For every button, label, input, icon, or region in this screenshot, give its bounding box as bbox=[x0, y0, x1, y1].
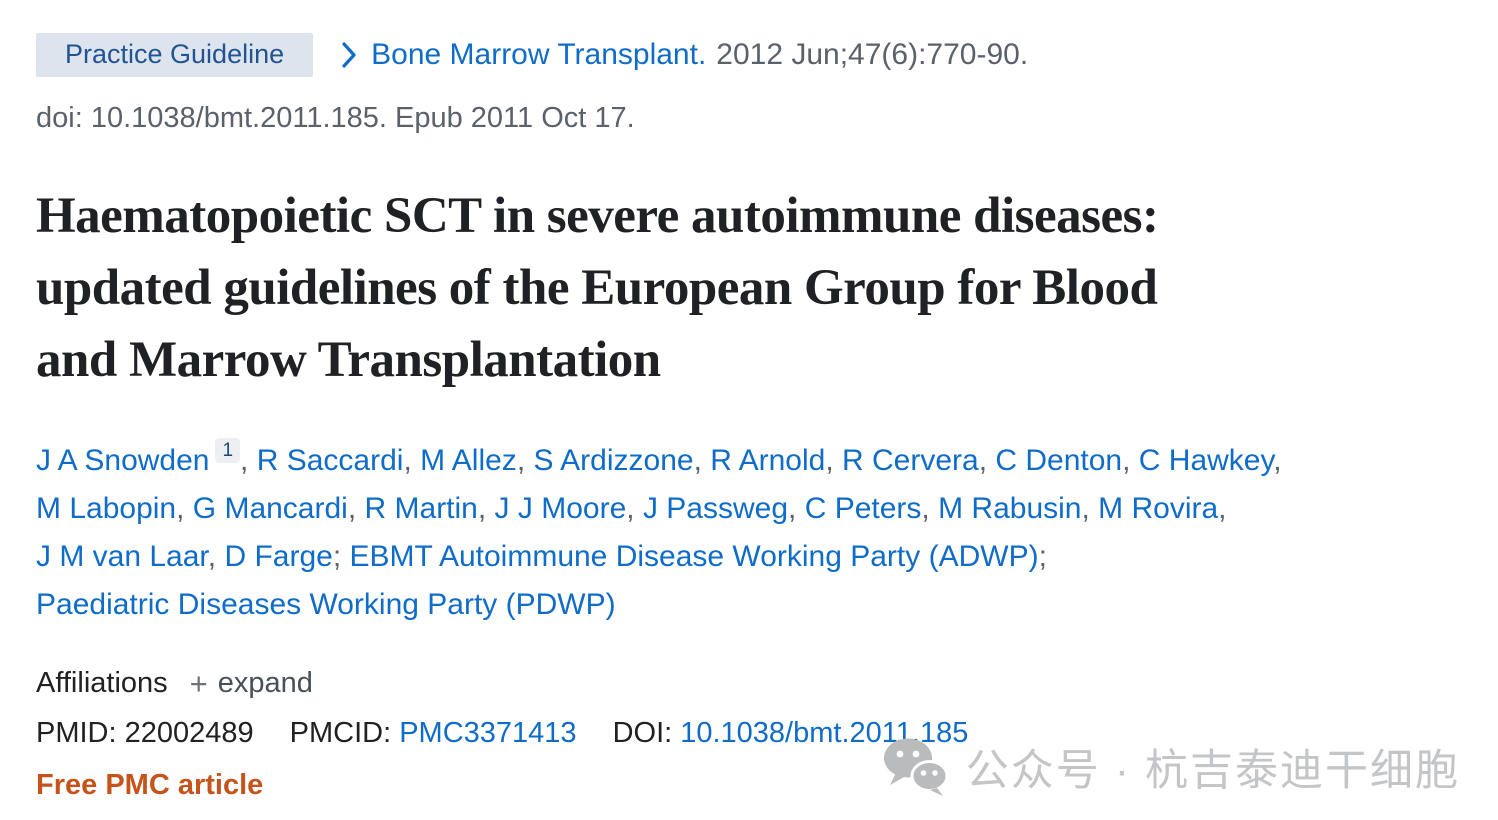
article-title: Haematopoietic SCT in severe autoimmune … bbox=[36, 188, 1159, 388]
author-link[interactable]: EBMT Autoimmune Disease Working Party (A… bbox=[349, 540, 1039, 573]
author-link[interactable]: M Allez bbox=[420, 444, 517, 477]
author-link[interactable]: R Arnold bbox=[710, 444, 826, 477]
author-link[interactable]: R Cervera bbox=[842, 444, 979, 477]
author-separator: , bbox=[403, 444, 421, 477]
author-link[interactable]: Paediatric Diseases Working Party (PDWP) bbox=[36, 588, 616, 621]
author-separator: , bbox=[978, 444, 996, 477]
identifier-label: PMID: bbox=[36, 717, 125, 749]
identifier-item: PMCID: PMC3371413 bbox=[290, 717, 577, 750]
author-separator: , bbox=[825, 444, 842, 477]
author-separator: , bbox=[1218, 492, 1227, 525]
identifier-label: DOI: bbox=[612, 717, 681, 749]
identifier-item: PMID: 22002489 bbox=[36, 717, 254, 750]
author-link[interactable]: J J Moore bbox=[494, 492, 627, 525]
author-link[interactable]: G Mancardi bbox=[192, 492, 348, 525]
identifier-item: DOI: 10.1038/bmt.2011.185 bbox=[613, 717, 969, 750]
journal-citation: Bone Marrow Transplant. 2012 Jun;47(6):7… bbox=[340, 38, 1028, 72]
expand-label: expand bbox=[217, 667, 313, 699]
author-link[interactable]: J A Snowden bbox=[36, 444, 210, 477]
plus-icon: + bbox=[189, 666, 208, 701]
author-separator: , bbox=[477, 492, 495, 525]
watermark: 公众号 · 杭吉泰迪干细胞 bbox=[883, 736, 1460, 798]
author-separator: ; bbox=[332, 540, 350, 573]
author-line: M Labopin, G Mancardi, R Martin, J J Moo… bbox=[36, 485, 1462, 533]
author-line: J A Snowden 1, R Saccardi, M Allez, S Ard… bbox=[36, 437, 1462, 485]
author-link[interactable]: R Martin bbox=[364, 492, 478, 525]
identifiers-row: PMID: 22002489 PMCID: PMC3371413 DOI: 10.1… bbox=[36, 717, 1462, 750]
journal-link[interactable]: Bone Marrow Transplant. bbox=[371, 38, 707, 71]
author-separator: , bbox=[788, 492, 805, 525]
publication-type-badge: Practice Guideline bbox=[36, 33, 314, 77]
author-affiliation-sup[interactable]: 1 bbox=[215, 438, 241, 463]
author-link[interactable]: M Rabusin bbox=[938, 492, 1082, 525]
identifier-value: 22002489 bbox=[124, 717, 254, 749]
author-separator: , bbox=[1081, 492, 1099, 525]
identifier-value[interactable]: PMC3371413 bbox=[399, 717, 577, 749]
citation-text: 2012 Jun;47(6):770-90. bbox=[716, 38, 1029, 71]
identifier-label: PMCID: bbox=[289, 717, 400, 749]
author-separator: , bbox=[1122, 444, 1139, 477]
article-header-page: Practice Guideline Bone Marrow Transplan… bbox=[36, 33, 1462, 801]
author-link[interactable]: D Farge bbox=[224, 540, 333, 573]
author-link[interactable]: C Hawkey bbox=[1138, 444, 1274, 477]
author-separator: , bbox=[516, 444, 534, 477]
affiliations-expand-button[interactable]: + expand bbox=[190, 667, 313, 700]
breadcrumb: Practice Guideline Bone Marrow Transplan… bbox=[36, 33, 1462, 77]
doi-line: doi: 10.1038/bmt.2011.185. Epub 2011 Oct… bbox=[36, 102, 635, 134]
affiliations-label: Affiliations bbox=[36, 667, 168, 699]
author-link[interactable]: M Rovira bbox=[1098, 492, 1219, 525]
author-link[interactable]: C Denton bbox=[995, 444, 1123, 477]
author-link[interactable]: C Peters bbox=[804, 492, 922, 525]
author-separator: , bbox=[921, 492, 939, 525]
author-separator: , bbox=[1273, 444, 1282, 477]
author-separator: , bbox=[240, 444, 257, 477]
author-separator: , bbox=[207, 540, 225, 573]
author-separator: , bbox=[347, 492, 365, 525]
author-separator: , bbox=[176, 492, 193, 525]
author-link[interactable]: J M van Laar bbox=[36, 540, 208, 573]
author-separator: , bbox=[626, 492, 643, 525]
author-line: J M van Laar, D Farge; EBMT Autoimmune D… bbox=[36, 533, 1462, 581]
author-link[interactable]: S Ardizzone bbox=[533, 444, 694, 477]
author-separator: ; bbox=[1038, 540, 1047, 573]
author-link[interactable]: M Labopin bbox=[36, 492, 177, 525]
wechat-icon bbox=[883, 737, 949, 797]
author-separator: , bbox=[693, 444, 711, 477]
chevron-right-icon bbox=[340, 40, 358, 70]
author-line: Paediatric Diseases Working Party (PDWP) bbox=[36, 581, 1462, 629]
author-link[interactable]: J Passweg bbox=[642, 492, 789, 525]
watermark-text: 公众号 · 杭吉泰迪干细胞 bbox=[965, 747, 1460, 795]
author-link[interactable]: R Saccardi bbox=[256, 444, 404, 477]
authors-list: J A Snowden 1, R Saccardi, M Allez, S Ard… bbox=[36, 437, 1462, 629]
free-pmc-article-label: Free PMC article bbox=[36, 769, 264, 801]
affiliations-row: Affiliations + expand bbox=[36, 667, 1462, 700]
